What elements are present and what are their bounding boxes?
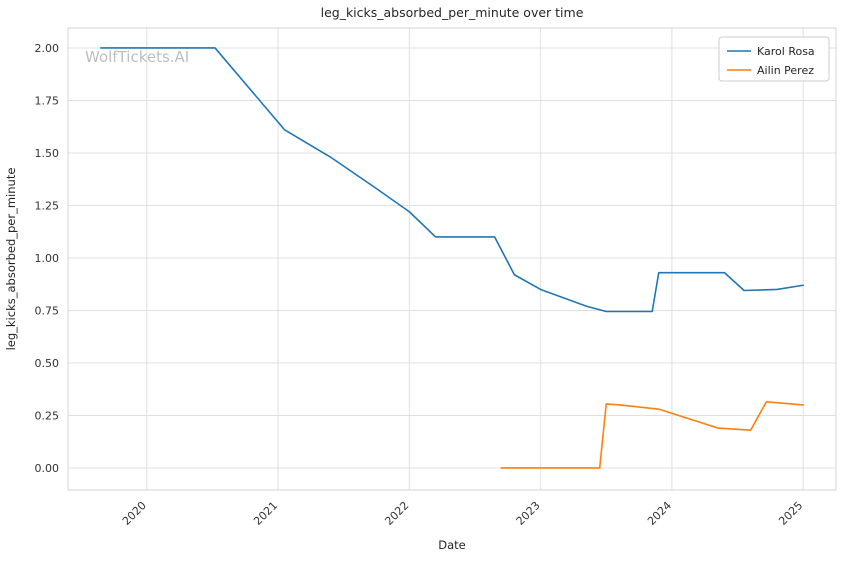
y-tick-label: 1.25 [35,199,60,212]
x-tick-label: 2020 [120,499,149,528]
y-axis-label: leg_kicks_absorbed_per_minute [4,168,18,351]
x-tick-label: 2023 [514,499,543,528]
y-tick-label: 0.75 [35,304,60,317]
y-tick-label: 1.00 [35,252,60,265]
series-line-karol-rosa [100,47,804,313]
x-tick-label: 2021 [251,499,280,528]
y-tick-label: 1.50 [35,147,60,160]
y-tick-label: 0.00 [35,462,60,475]
chart-title: leg_kicks_absorbed_per_minute over time [321,5,584,20]
legend-label: Karol Rosa [757,45,815,58]
x-tick-label: 2022 [382,499,411,528]
x-tick-label: 2024 [645,499,674,528]
plot-frame [67,27,837,491]
y-tick-label: 2.00 [35,42,60,55]
legend-label: Ailin Perez [757,64,814,77]
y-tick-label: 0.50 [35,357,60,370]
series-line-ailin-perez [500,400,804,469]
x-tick-label: 2025 [776,499,805,528]
watermark-text: WolfTickets.AI [85,48,189,66]
y-tick-label: 0.25 [35,409,60,422]
y-tick-label: 1.75 [35,94,60,107]
x-axis-label: Date [438,538,466,552]
